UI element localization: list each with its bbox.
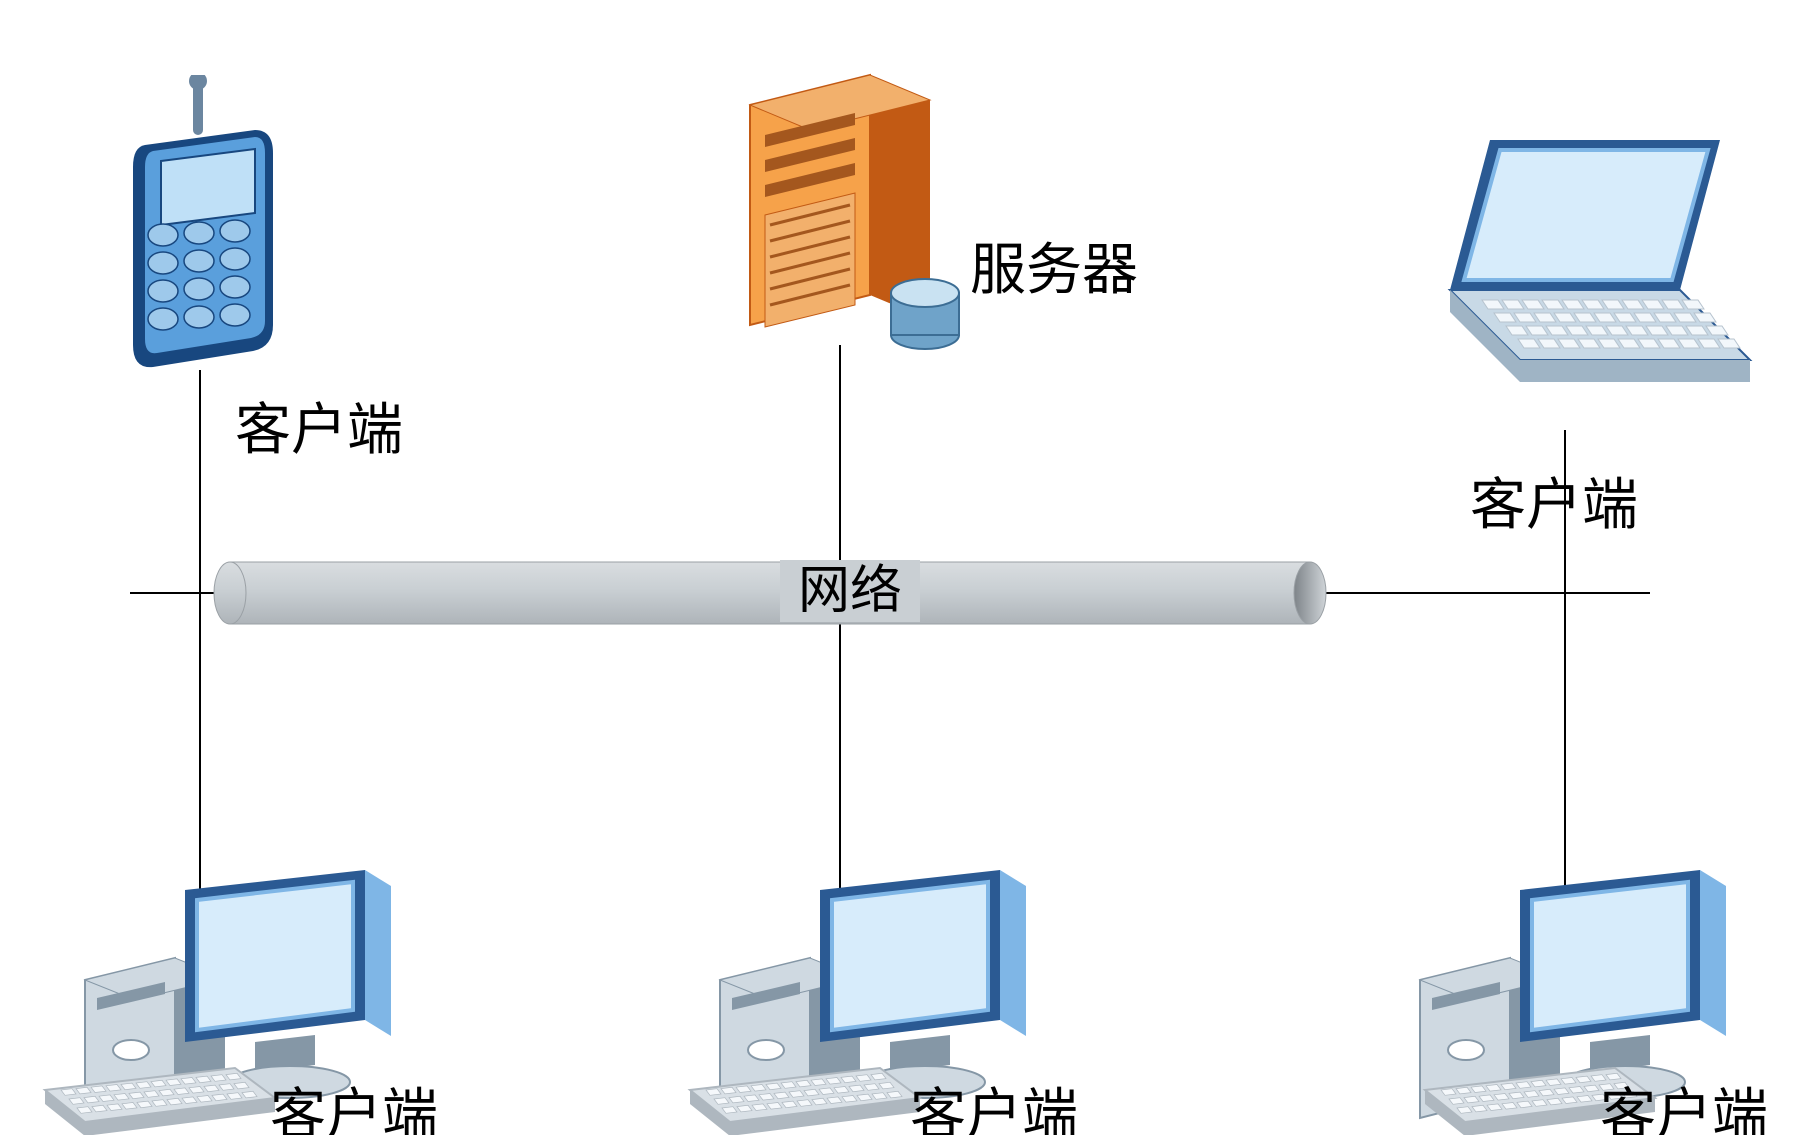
phone-icon xyxy=(105,75,295,375)
pc-bm-keyboard-icon xyxy=(680,1060,930,1135)
server-label: 服务器 xyxy=(970,225,1138,306)
network-label: 网络 xyxy=(780,560,920,622)
network-bus xyxy=(214,562,1326,624)
client-label-pc-bl: 客户端 xyxy=(270,1070,438,1135)
client-label-laptop: 客户端 xyxy=(1470,460,1638,541)
network-label-text: 网络 xyxy=(798,562,902,620)
server-icon xyxy=(720,65,970,355)
pc-bl-keyboard-icon xyxy=(35,1060,285,1135)
client-label-phone: 客户端 xyxy=(235,385,403,466)
diagram-stage: 网络 服务器 客户端 客户端 客户端 客户端 客户端 xyxy=(0,0,1795,1135)
client-label-pc-bm: 客户端 xyxy=(910,1070,1078,1135)
client-label-pc-br: 客户端 xyxy=(1600,1070,1768,1135)
laptop-icon xyxy=(1420,120,1750,420)
